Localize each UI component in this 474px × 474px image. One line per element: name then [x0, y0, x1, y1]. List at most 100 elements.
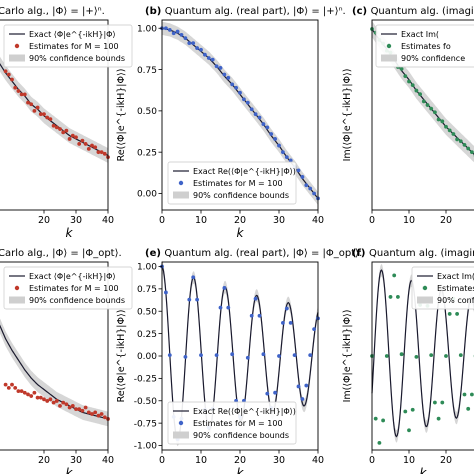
estimate-point [440, 119, 445, 124]
estimate-point [296, 168, 301, 173]
estimate-point [392, 273, 397, 278]
legend-band-swatch [173, 431, 189, 439]
estimate-point [54, 399, 59, 403]
legend-entry: Exact ⟨Φ|e^{-ikH}|Φ⟩ [29, 30, 116, 39]
panel-f: 0102030kIm(⟨Φ|e^{-ikH}|Φ⟩)(f) Quantum al… [342, 248, 474, 474]
legend-entry: Exact Im( [401, 30, 439, 39]
y-axis-title: Re(⟨Φ|e^{-ikH}|Φ⟩) [116, 69, 127, 162]
legend-entry: 90% confidence bounds [29, 296, 125, 305]
estimate-point [245, 100, 250, 105]
y-tick-label: 0.50 [137, 307, 157, 317]
legend-dot-swatch [386, 43, 392, 49]
estimate-point [64, 402, 69, 407]
estimate-point [102, 151, 107, 156]
estimate-point [38, 395, 43, 400]
estimate-point [10, 77, 14, 82]
estimate-point [425, 103, 430, 107]
y-tick-label: 0.50 [137, 107, 157, 117]
estimate-point [35, 105, 40, 110]
x-tick-label: 20 [234, 455, 246, 466]
legend-band-swatch [9, 54, 25, 62]
estimate-point [399, 66, 404, 71]
estimate-point [93, 410, 98, 415]
estimate-point [175, 29, 180, 34]
estimate-point [16, 389, 21, 394]
legend-band-swatch [9, 296, 25, 304]
estimate-point [86, 146, 91, 151]
estimate-point [304, 383, 309, 388]
estimate-point [421, 99, 426, 104]
legend-entry: Estimates fo [401, 42, 451, 51]
x-tick-label: 0 [159, 455, 165, 466]
estimate-point [102, 415, 107, 420]
x-axis-title: k [237, 466, 245, 474]
estimate-point [29, 102, 34, 107]
x-axis-title: k [420, 466, 428, 474]
estimate-point [58, 403, 62, 408]
estimate-point [16, 89, 21, 93]
estimate-point [462, 392, 467, 397]
estimate-point [470, 392, 474, 397]
estimate-point [183, 36, 188, 41]
estimate-point [226, 75, 231, 80]
panel-label: (e) [145, 248, 164, 259]
panel-title-text: Carlo alg., |Φ⟩ = |+⟩ⁿ. [0, 6, 105, 17]
estimate-point [396, 295, 400, 299]
estimate-point [265, 391, 270, 396]
estimate-point [187, 41, 192, 46]
estimate-point [187, 297, 192, 302]
legend-band-swatch [381, 54, 397, 62]
estimate-point [249, 107, 254, 112]
y-tick-label: -0.25 [134, 375, 157, 385]
estimate-point [403, 74, 408, 78]
legend-entry: Estimates f [437, 284, 474, 293]
panel-c: 0102030Im(⟨Φ|e^{-ikH}|Φ⟩)(c) Quantum alg… [342, 6, 474, 226]
estimate-point [67, 137, 72, 141]
confidence-band [0, 56, 108, 163]
x-tick-label: 0 [369, 455, 375, 466]
estimate-point [19, 92, 24, 97]
panel-a: 20 30 40 k Carlo alg., |Φ⟩ = |+⟩ⁿ. Exact ⟨Φ|e… [0, 6, 133, 240]
x-tick-label: 20 [38, 215, 50, 226]
estimate-point [48, 117, 53, 122]
estimate-point [19, 389, 24, 394]
y-tick-label: -0.50 [134, 397, 158, 407]
estimate-point [6, 385, 11, 390]
estimate-point [42, 397, 46, 402]
estimate-point [93, 145, 98, 150]
y-tick-label: 0.00 [137, 190, 157, 200]
estimate-point [218, 305, 223, 310]
estimate-point [83, 142, 88, 146]
x-tick-label: 0 [369, 215, 375, 226]
estimate-point [226, 305, 231, 310]
estimate-point [433, 110, 437, 115]
legend: Exact Im(Estimates f 90% confidence bound… [411, 266, 474, 310]
legend-entry: 90% confidence bounds [193, 431, 289, 440]
exact-curve [371, 269, 474, 438]
y-axis-title: Im(⟨Φ|e^{-ikH}|Φ⟩) [342, 69, 353, 162]
estimate-point [458, 139, 463, 144]
estimate-point [99, 150, 104, 155]
x-tick-label: 40 [102, 455, 114, 466]
estimate-point [38, 112, 43, 117]
estimate-point [429, 353, 434, 358]
estimate-point [171, 31, 176, 36]
estimate-point [86, 410, 91, 415]
estimate-point [388, 295, 393, 299]
legend-dot-swatch [178, 420, 184, 426]
panel-title-text: Quantum alg. (imaginary part), |Φ⟩ = |Φ_… [369, 248, 474, 259]
x-tick-label: 20 [234, 215, 246, 226]
estimate-point [410, 407, 415, 412]
legend-dot-swatch [422, 285, 428, 291]
estimate-point [261, 122, 266, 126]
legend-box [3, 24, 133, 68]
panel-title: Carlo alg., |Φ⟩ = |Φ_opt⟩. [0, 248, 122, 259]
estimate-point [96, 150, 101, 155]
x-tick-label: 20 [38, 455, 50, 466]
estimate-point [22, 92, 27, 97]
estimate-point [440, 400, 445, 405]
estimate-point [222, 72, 227, 77]
legend-entry: Estimates for M = 100 [193, 419, 283, 428]
estimate-point [384, 354, 389, 358]
estimate-point [51, 400, 56, 405]
